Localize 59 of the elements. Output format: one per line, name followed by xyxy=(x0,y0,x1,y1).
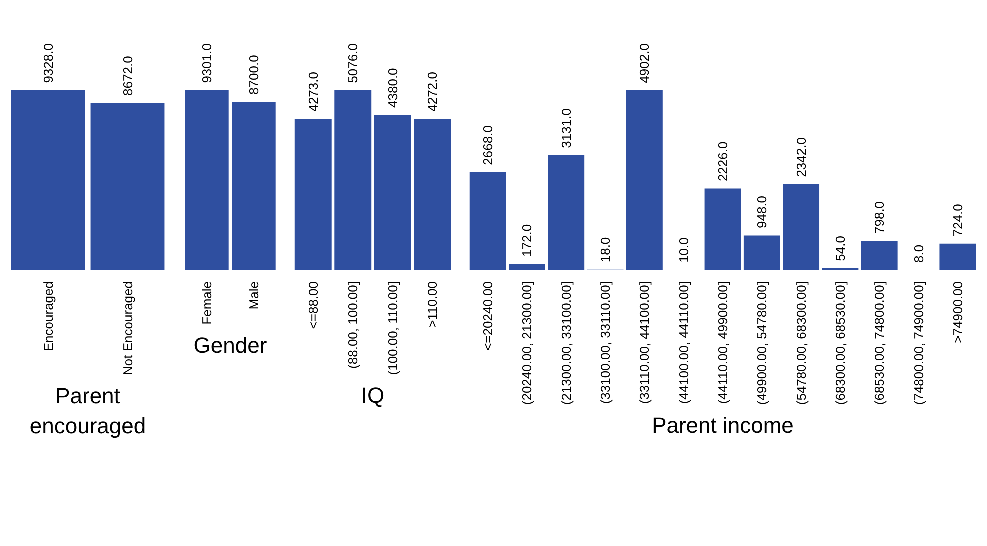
bar xyxy=(334,90,372,270)
data-label: 8700.0 xyxy=(246,55,262,95)
x-tick-label: >110.00 xyxy=(425,282,440,328)
data-label: 2668.0 xyxy=(480,126,496,166)
bar xyxy=(414,119,452,270)
x-tick-label: (44100.00, 44110.00] xyxy=(676,281,692,404)
data-label: 8.0 xyxy=(911,244,926,264)
data-label: 798.0 xyxy=(872,201,888,234)
bar xyxy=(940,244,976,270)
bar xyxy=(548,156,585,270)
x-tick-label: Not Encouraged xyxy=(120,282,136,376)
data-label: 9328.0 xyxy=(40,44,56,84)
data-label: 18.0 xyxy=(598,237,614,263)
bar xyxy=(626,90,663,270)
x-tick-label: (54780.00, 68300.00] xyxy=(794,282,809,406)
x-axis-title: Parent encouraged xyxy=(30,383,146,438)
data-label: 9301.0 xyxy=(200,44,214,84)
x-tick-label: (68530.00, 74800.00] xyxy=(872,282,888,406)
x-tick-label: (100.00, 110.00] xyxy=(385,281,400,376)
data-label: 172.0 xyxy=(520,224,535,257)
x-tick-label: (33100.00, 33110.00] xyxy=(598,281,614,404)
data-label: 4273.0 xyxy=(306,72,321,112)
x-tick-label: <=20240.00 xyxy=(480,282,496,351)
data-label: 724.0 xyxy=(950,204,966,237)
bar xyxy=(509,264,546,270)
data-label: 2226.0 xyxy=(716,142,730,182)
data-label: 5076.0 xyxy=(346,44,361,84)
bar xyxy=(744,236,780,270)
data-label: 4902.0 xyxy=(637,44,652,84)
data-label: 10.0 xyxy=(676,238,692,263)
data-label: 8672.0 xyxy=(120,56,136,96)
x-axis-title: IQ xyxy=(361,383,385,408)
x-tick-label: Male xyxy=(246,281,262,310)
x-tick-label: (44110.00, 49900.00] xyxy=(716,281,730,404)
data-label: 4380.0 xyxy=(385,68,400,108)
x-tick-label: (21300.00, 33100.00] xyxy=(558,282,574,406)
x-tick-label: <=88.00 xyxy=(306,281,321,330)
x-tick-label: (49900.00, 54780.00] xyxy=(754,282,770,406)
bar xyxy=(470,172,506,270)
x-axis-title: Gender xyxy=(194,332,268,358)
x-tick-label: (74800.00, 74900.00] xyxy=(911,282,926,406)
x-axis-title: Parent income xyxy=(652,413,794,438)
x-tick-label: (33110.00, 44100.00] xyxy=(637,281,652,404)
data-label: 4272.0 xyxy=(425,72,440,112)
bar xyxy=(861,241,898,270)
data-label: 2342.0 xyxy=(794,138,809,178)
x-tick-label: Encouraged xyxy=(40,281,56,352)
data-label: 54.0 xyxy=(832,236,848,262)
data-label: 3131.0 xyxy=(558,108,574,148)
x-tick-label: >74900.00 xyxy=(950,281,966,344)
data-label: 948.0 xyxy=(754,196,770,228)
bar xyxy=(294,118,332,270)
bar xyxy=(374,115,412,270)
x-tick-label: Female xyxy=(200,281,214,325)
bar xyxy=(704,188,742,270)
x-tick-label: (88.00, 100.00] xyxy=(346,281,361,369)
x-tick-label: (20240.00, 21300.00] xyxy=(520,282,535,406)
bar xyxy=(783,184,820,270)
x-tick-label: (68300.00, 68530.00] xyxy=(832,282,848,406)
